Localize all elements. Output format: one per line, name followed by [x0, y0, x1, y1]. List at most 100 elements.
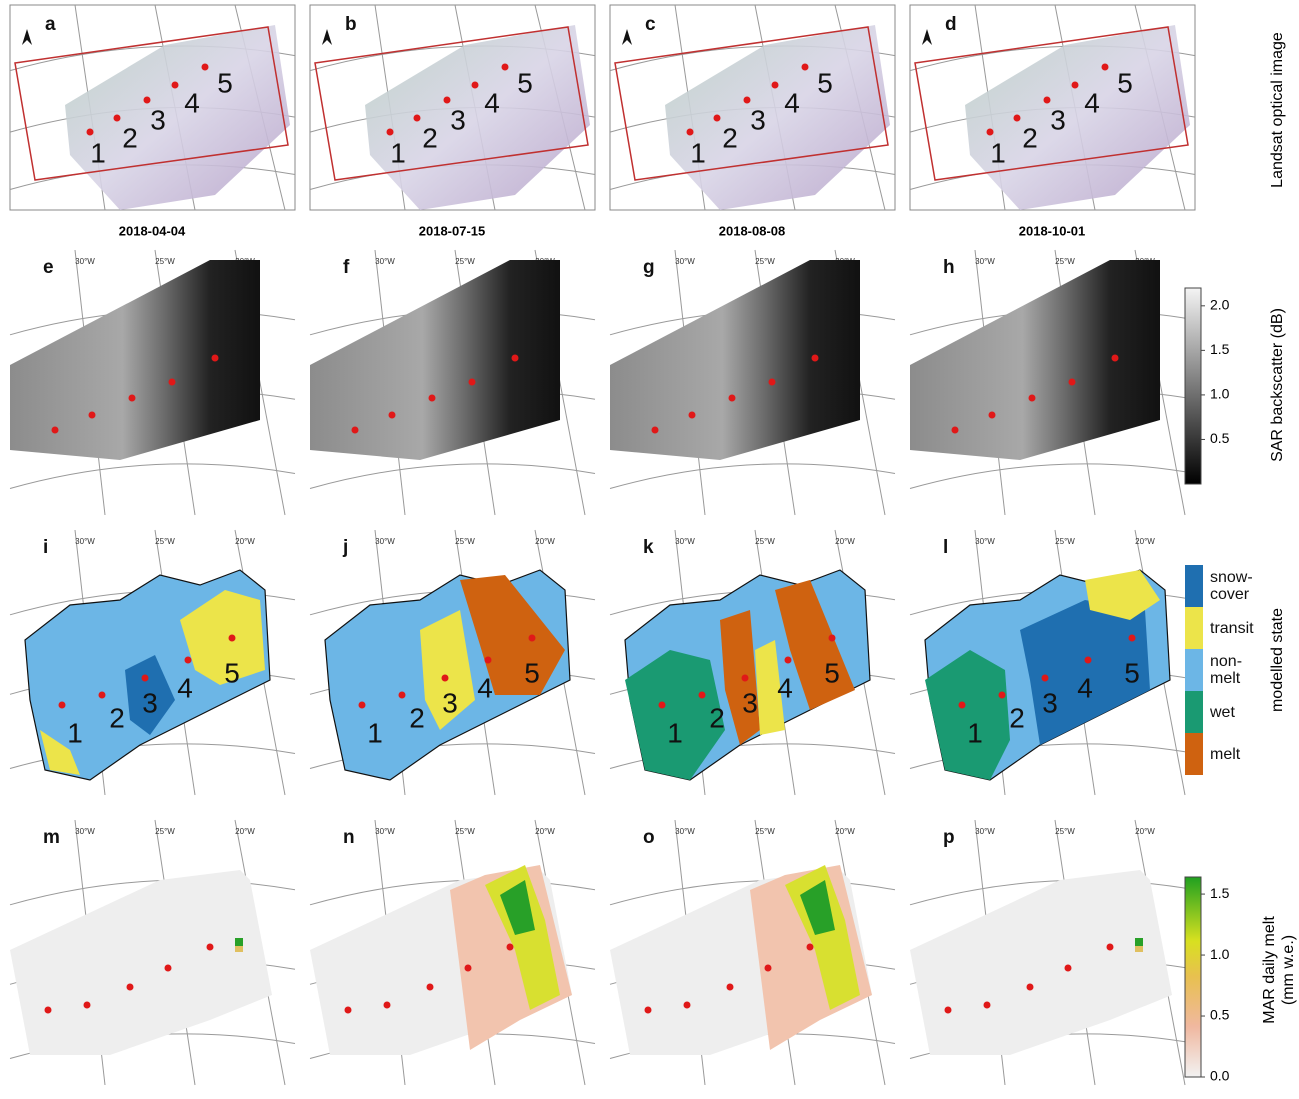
site-dot [742, 675, 749, 682]
site-number: 5 [224, 657, 240, 688]
colorbar [1185, 877, 1201, 1077]
site-dot [207, 944, 214, 951]
legend-label: melt [1210, 746, 1266, 763]
longitude-label: 20°W [235, 537, 255, 546]
site-dot [442, 675, 449, 682]
site-dot [387, 129, 394, 136]
site-dot [744, 97, 751, 104]
map-panel: 30°W25°W20°We [10, 250, 295, 515]
site-dot [714, 115, 721, 122]
date-label: 2018-08-08 [719, 223, 786, 238]
colorbar-tick-label: 1.0 [1210, 386, 1230, 402]
panel-letter: p [943, 827, 955, 848]
site-dot [359, 702, 366, 709]
site-dot [229, 635, 236, 642]
site-dot [59, 702, 66, 709]
melt-area [235, 938, 243, 946]
site-dot [785, 657, 792, 664]
site-dot [1042, 675, 1049, 682]
site-dot [959, 702, 966, 709]
site-dot [87, 129, 94, 136]
panel-letter: a [45, 14, 56, 35]
longitude-label: 20°W [535, 827, 555, 836]
longitude-label: 30°W [975, 537, 995, 546]
site-number: 1 [90, 137, 106, 168]
site-dot [1072, 82, 1079, 89]
longitude-label: 20°W [835, 827, 855, 836]
site-dot [989, 412, 996, 419]
site-dot [465, 965, 472, 972]
site-number: 3 [150, 104, 166, 135]
site-number: 2 [122, 122, 138, 153]
panel-letter: l [943, 537, 948, 558]
longitude-label: 20°W [1135, 537, 1155, 546]
site-dot [999, 692, 1006, 699]
site-number: 3 [450, 104, 466, 135]
site-dot [829, 635, 836, 642]
site-dot [427, 984, 434, 991]
map-panel: 30°W 25°W 20°W o [610, 820, 895, 1085]
site-number: 3 [442, 687, 458, 718]
longitude-label: 25°W [755, 827, 775, 836]
longitude-label: 30°W [675, 827, 695, 836]
figure-svg: 12345a2018-04-0412345b2018-07-1512345c20… [0, 0, 1299, 1099]
site-dot [699, 692, 706, 699]
panel-letter: g [643, 257, 655, 278]
site-number: 4 [484, 87, 500, 118]
site-dot [684, 1002, 691, 1009]
legend-swatch [1185, 691, 1203, 733]
longitude-label: 25°W [1055, 827, 1075, 836]
site-dot [1107, 944, 1114, 951]
site-number: 1 [367, 717, 383, 748]
site-dot [727, 984, 734, 991]
site-dot [507, 944, 514, 951]
longitude-label: 30°W [975, 257, 995, 266]
site-dot [807, 944, 814, 951]
date-label: 2018-07-15 [419, 223, 486, 238]
row-label: Landsat optical image [1269, 32, 1286, 188]
site-dot [169, 379, 176, 386]
longitude-label: 25°W [455, 257, 475, 266]
site-number: 4 [1084, 87, 1100, 118]
site-dot [1129, 635, 1136, 642]
site-number: 5 [524, 657, 540, 688]
site-dot [1065, 965, 1072, 972]
row-label: MAR daily melt [1261, 916, 1278, 1024]
longitude-label: 25°W [755, 257, 775, 266]
panel-letter: d [945, 14, 957, 35]
longitude-label: 25°W [455, 537, 475, 546]
site-dot [444, 97, 451, 104]
longitude-label: 30°W [75, 257, 95, 266]
longitude-label: 25°W [1055, 537, 1075, 546]
site-number: 3 [750, 104, 766, 135]
site-dot [1112, 355, 1119, 362]
colorbar [1185, 288, 1201, 484]
site-number: 4 [777, 672, 793, 703]
site-dot [1014, 115, 1021, 122]
site-dot [414, 115, 421, 122]
longitude-label: 30°W [375, 827, 395, 836]
longitude-label: 25°W [755, 537, 775, 546]
site-number: 4 [784, 87, 800, 118]
site-dot [1085, 657, 1092, 664]
figure: 12345a2018-04-0412345b2018-07-1512345c20… [0, 0, 1299, 1099]
site-dot [802, 64, 809, 71]
longitude-label: 25°W [455, 827, 475, 836]
site-number: 3 [142, 687, 158, 718]
map-panel: 30°W25°W20°Wg [610, 250, 895, 515]
panel-letter: o [643, 827, 655, 848]
site-dot [345, 1007, 352, 1014]
longitude-label: 30°W [375, 537, 395, 546]
longitude-label: 30°W [75, 537, 95, 546]
site-dot [472, 82, 479, 89]
site-dot [769, 379, 776, 386]
legend-swatch [1185, 565, 1203, 607]
site-number: 1 [667, 717, 683, 748]
panel-letter: k [643, 537, 654, 558]
longitude-label: 25°W [155, 827, 175, 836]
site-number: 5 [217, 67, 233, 98]
site-number: 4 [1077, 672, 1093, 703]
